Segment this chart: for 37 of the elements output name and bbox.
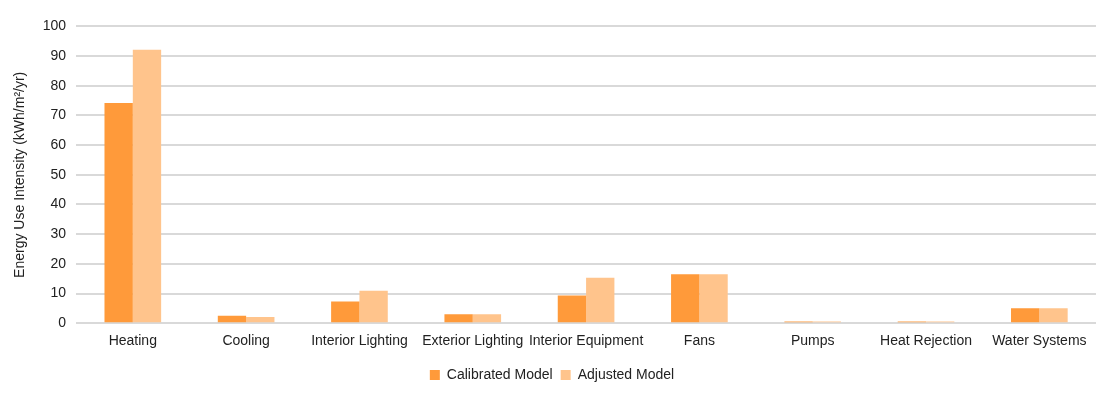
x-tick-label: Cooling (222, 332, 270, 349)
y-tick-label: 100 (42, 17, 67, 34)
y-tick-label: 30 (50, 225, 67, 242)
x-tick-label: Water Systems (992, 332, 1087, 349)
legend-label: Adjusted Model (577, 365, 675, 382)
y-tick-label: 50 (50, 165, 67, 182)
bar (132, 49, 162, 323)
bar (557, 295, 587, 323)
bar (699, 274, 728, 323)
y-tick-label: 40 (50, 195, 67, 212)
y-axis-title: Energy Use Intensity (kWh/m²/yr) (11, 71, 28, 278)
x-tick-label: Interior Lighting (311, 332, 408, 349)
x-tick-label: Fans (683, 332, 715, 349)
bar (104, 102, 133, 323)
legend-label: Calibrated Model (446, 365, 553, 382)
y-tick-label: 90 (50, 46, 67, 63)
bar (586, 277, 615, 323)
x-tick-label: Heating (108, 332, 157, 349)
x-tick-label: Pumps (790, 332, 835, 349)
y-tick-label: 60 (50, 135, 67, 152)
bar (671, 274, 700, 323)
y-tick-label: 20 (50, 254, 67, 271)
bar (472, 314, 502, 323)
y-tick-label: 0 (58, 314, 67, 331)
bar (359, 290, 388, 323)
x-tick-label: Heat Rejection (880, 332, 972, 349)
y-tick-label: 70 (50, 106, 67, 123)
y-tick-label: 10 (50, 284, 67, 301)
y-tick-label: 80 (50, 76, 67, 93)
bar (246, 316, 275, 323)
bar (444, 314, 473, 323)
bar (1011, 308, 1040, 323)
bar (1039, 308, 1068, 323)
bar (217, 315, 247, 323)
bar (331, 301, 360, 323)
x-tick-label: Exterior Lighting (422, 332, 524, 349)
x-tick-label: Interior Equipment (528, 332, 644, 349)
